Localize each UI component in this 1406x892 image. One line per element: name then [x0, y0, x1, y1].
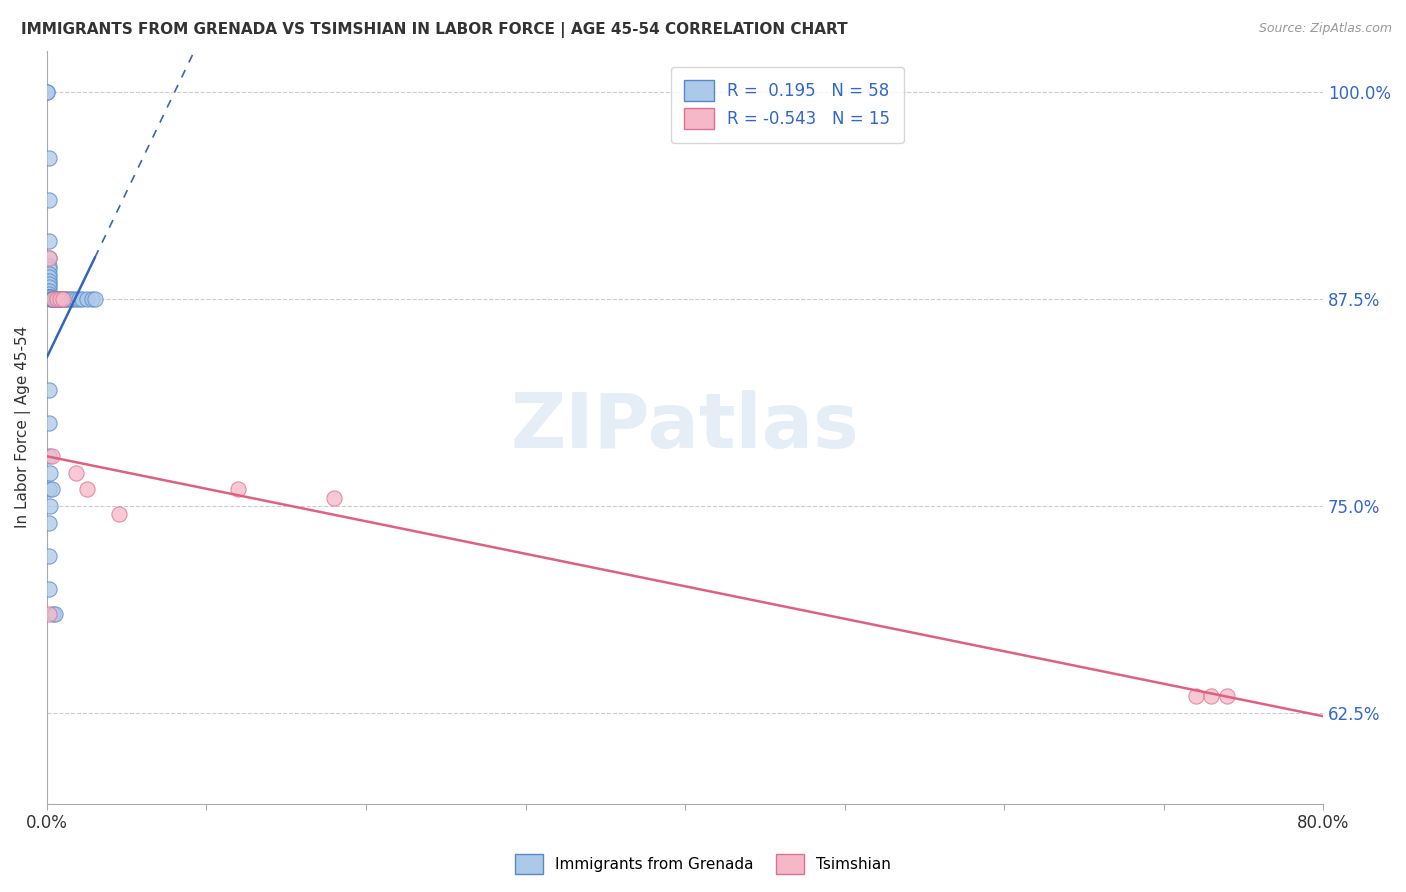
Point: [41, 483, 63, 497]
Point: [38, 277, 60, 292]
Point: [44, 292, 66, 306]
Point: [44, 607, 66, 621]
Point: [35, 85, 58, 99]
Point: [65, 466, 87, 480]
Point: [39, 290, 62, 304]
Point: [42, 607, 65, 621]
Point: [38, 267, 60, 281]
Point: [38, 151, 60, 165]
Point: [38, 450, 60, 464]
Point: [1201, 690, 1223, 704]
Point: [56, 292, 79, 306]
Point: [45, 292, 67, 306]
Text: Source: ZipAtlas.com: Source: ZipAtlas.com: [1258, 22, 1392, 36]
Point: [42, 292, 65, 306]
Point: [46, 292, 69, 306]
Point: [39, 290, 62, 304]
Point: [38, 549, 60, 563]
Point: [55, 292, 77, 306]
Point: [38, 270, 60, 285]
Point: [62, 292, 84, 306]
Point: [80, 292, 103, 306]
Text: ZIPatlas: ZIPatlas: [510, 391, 859, 465]
Legend: Immigrants from Grenada, Tsimshian: Immigrants from Grenada, Tsimshian: [509, 848, 897, 880]
Point: [38, 193, 60, 207]
Point: [39, 290, 62, 304]
Point: [35, 85, 58, 99]
Point: [83, 292, 105, 306]
Point: [1184, 690, 1206, 704]
Point: [76, 292, 98, 306]
Point: [38, 416, 60, 430]
Y-axis label: In Labor Force | Age 45-54: In Labor Force | Age 45-54: [15, 326, 31, 528]
Point: [38, 607, 60, 621]
Point: [76, 483, 98, 497]
Point: [38, 483, 60, 497]
Point: [38, 383, 60, 397]
Point: [53, 292, 76, 306]
Point: [59, 292, 82, 306]
Point: [41, 292, 63, 306]
Point: [38, 287, 60, 301]
Text: IMMIGRANTS FROM GRENADA VS TSIMSHIAN IN LABOR FORCE | AGE 45-54 CORRELATION CHAR: IMMIGRANTS FROM GRENADA VS TSIMSHIAN IN …: [21, 22, 848, 38]
Point: [52, 292, 75, 306]
Point: [38, 274, 60, 288]
Point: [48, 292, 70, 306]
Point: [38, 251, 60, 265]
Point: [1216, 690, 1239, 704]
Point: [41, 292, 63, 306]
Point: [39, 292, 62, 306]
Point: [38, 516, 60, 530]
Point: [39, 499, 62, 513]
Point: [70, 292, 93, 306]
Point: [42, 292, 65, 306]
Point: [38, 251, 60, 265]
Point: [323, 491, 346, 505]
Point: [65, 292, 87, 306]
Point: [39, 466, 62, 480]
Point: [41, 450, 63, 464]
Point: [38, 259, 60, 273]
Point: [228, 483, 250, 497]
Point: [67, 292, 90, 306]
Point: [38, 262, 60, 277]
Point: [41, 292, 63, 306]
Point: [39, 290, 62, 304]
Legend: R =  0.195   N = 58, R = -0.543   N = 15: R = 0.195 N = 58, R = -0.543 N = 15: [671, 67, 904, 143]
Point: [48, 292, 70, 306]
Point: [44, 292, 66, 306]
Point: [38, 290, 60, 304]
Point: [51, 292, 73, 306]
Point: [107, 508, 129, 522]
Point: [48, 292, 70, 306]
Point: [38, 582, 60, 596]
Point: [42, 292, 65, 306]
Point: [44, 292, 66, 306]
Point: [52, 292, 75, 306]
Point: [38, 234, 60, 248]
Point: [38, 280, 60, 294]
Point: [38, 284, 60, 298]
Point: [45, 292, 67, 306]
